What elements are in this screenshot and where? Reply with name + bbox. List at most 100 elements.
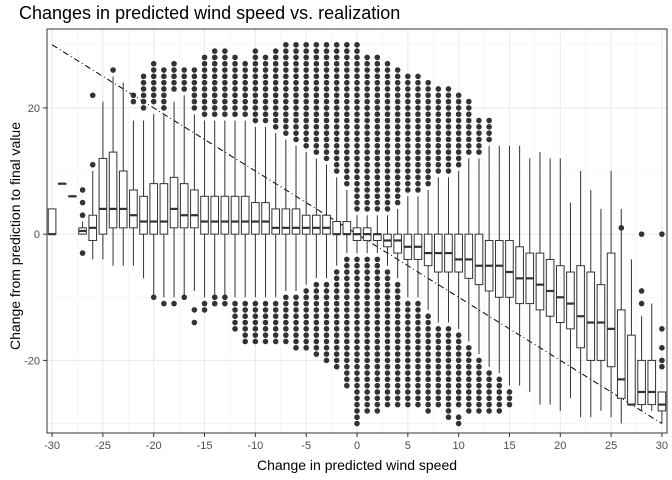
box — [149, 183, 159, 235]
outlier-point — [415, 136, 421, 143]
outlier-point — [272, 98, 279, 105]
outlier-point — [425, 124, 431, 130]
outlier-point — [435, 168, 442, 174]
outlier-point — [262, 117, 269, 124]
outlier-point — [506, 401, 513, 408]
outlier-point — [283, 48, 289, 54]
outlier-point — [384, 351, 391, 357]
outlier-point — [354, 363, 360, 370]
outlier-point — [445, 408, 452, 414]
outlier-point — [374, 351, 381, 357]
outlier-point — [435, 332, 442, 338]
box — [616, 309, 626, 399]
box — [108, 151, 118, 229]
outlier-point — [313, 73, 320, 80]
outlier-point — [303, 288, 309, 294]
outlier-point — [374, 199, 381, 206]
outlier-point — [445, 105, 452, 111]
outlier-point — [455, 389, 462, 395]
outlier-point — [415, 92, 421, 99]
outlier-point — [384, 98, 391, 105]
box — [169, 176, 179, 229]
outlier-point — [354, 382, 360, 389]
outlier-point — [313, 48, 320, 54]
outlier-point — [364, 73, 370, 80]
outlier-point — [211, 60, 218, 67]
outlier-point — [405, 98, 411, 105]
box — [627, 334, 636, 406]
outlier-point — [283, 124, 289, 130]
outlier-point — [323, 142, 330, 149]
outlier-point — [222, 98, 228, 105]
outlier-point — [303, 130, 309, 136]
outlier-point — [455, 395, 462, 402]
box — [342, 221, 352, 235]
outlier-point — [415, 130, 421, 136]
outlier-point — [364, 206, 370, 212]
outlier-point — [425, 149, 431, 155]
outlier-point — [425, 155, 431, 162]
outlier-point — [303, 338, 309, 345]
outlier-point — [384, 92, 391, 99]
outlier-point — [476, 382, 482, 389]
outlier-point — [425, 389, 431, 395]
outlier-point — [303, 105, 309, 111]
box — [535, 252, 545, 311]
outlier-point — [89, 161, 96, 168]
outlier-point — [384, 149, 391, 155]
outlier-point — [435, 376, 442, 383]
outlier-point — [333, 117, 340, 124]
outlier-point — [394, 67, 401, 73]
outlier-point — [466, 149, 472, 155]
box — [230, 195, 240, 235]
outlier-point — [476, 363, 482, 370]
outlier-point — [272, 73, 279, 80]
outlier-point — [364, 256, 370, 263]
box — [281, 208, 291, 235]
outlier-point — [232, 92, 238, 99]
outlier-point — [415, 86, 421, 92]
outlier-point — [262, 73, 269, 80]
outlier-point — [201, 54, 208, 61]
outlier-point — [466, 105, 472, 111]
outlier-point — [374, 313, 381, 320]
outlier-point — [354, 60, 360, 67]
outlier-point — [293, 111, 299, 118]
box — [423, 233, 433, 267]
outlier-point — [445, 376, 452, 383]
outlier-point — [394, 288, 401, 294]
outlier-point — [374, 79, 381, 86]
outlier-point — [384, 382, 391, 389]
outlier-point — [374, 281, 381, 288]
outlier-point — [252, 300, 259, 307]
outlier-point — [333, 307, 340, 313]
outlier-point — [191, 319, 198, 326]
outlier-point — [425, 130, 431, 136]
outlier-point — [252, 319, 259, 326]
outlier-point — [496, 389, 503, 395]
outlier-point — [364, 54, 370, 61]
outlier-point — [354, 187, 360, 193]
outlier-point — [354, 256, 360, 263]
outlier-point — [303, 111, 309, 118]
outlier-point — [415, 389, 421, 395]
outlier-point — [445, 401, 452, 408]
outlier-point — [150, 294, 157, 301]
outlier-point — [181, 73, 188, 80]
outlier-point — [354, 275, 360, 282]
outlier-point — [455, 105, 462, 111]
outlier-point — [384, 168, 391, 174]
outlier-point — [344, 275, 350, 282]
outlier-point — [354, 313, 360, 320]
outlier-point — [283, 130, 289, 136]
outlier-point — [283, 117, 289, 124]
outlier-point — [313, 281, 320, 288]
outlier-point — [140, 73, 147, 80]
outlier-point — [384, 363, 391, 370]
outlier-point — [354, 307, 360, 313]
outlier-point — [344, 288, 350, 294]
outlier-point — [425, 136, 431, 143]
outlier-point — [364, 174, 370, 181]
outlier-point — [445, 155, 452, 162]
outlier-point — [293, 60, 299, 67]
